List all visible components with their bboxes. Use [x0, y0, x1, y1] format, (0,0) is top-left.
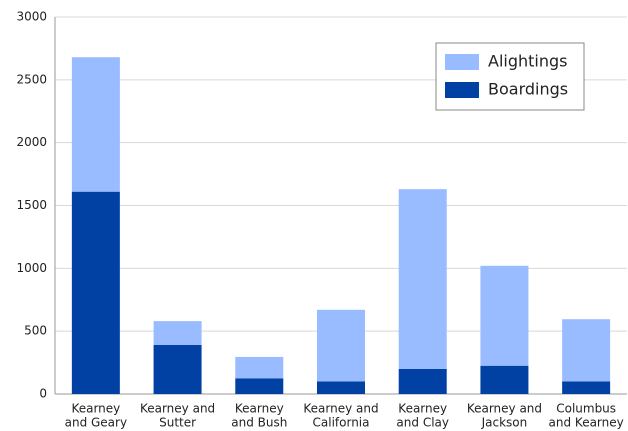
x-tick-label: Kearney and [140, 402, 215, 416]
x-tick-label: Sutter [159, 416, 196, 430]
x-tick-label: Kearney and [303, 402, 378, 416]
bar-segment [235, 378, 284, 394]
bar-segment [153, 321, 202, 345]
y-tick-label: 2000 [16, 135, 47, 149]
x-tick-label: Kearney [398, 402, 447, 416]
x-tick-label: Kearney [71, 402, 120, 416]
x-tick-label: Kearney [235, 402, 284, 416]
x-tick-label: and Kearney [549, 416, 624, 430]
x-tick-label: and Geary [65, 416, 127, 430]
bar-segment [317, 309, 365, 382]
bar-segment [398, 368, 447, 394]
bar-segment [562, 381, 611, 394]
x-tick-label: California [313, 416, 370, 430]
y-tick-label: 0 [39, 387, 47, 401]
bar-segment [398, 189, 447, 369]
x-tick-label: Kearney and [467, 402, 542, 416]
y-tick-label: 1500 [16, 198, 47, 212]
x-tick-label: Columbus [556, 402, 616, 416]
bar-segment [480, 265, 529, 366]
legend-swatch [445, 82, 479, 98]
bar-segment [71, 191, 120, 394]
x-tick-label: Jackson [481, 416, 528, 430]
legend-label: Boardings [488, 80, 568, 99]
bar-segment [71, 57, 120, 192]
bar-segment [562, 319, 611, 382]
x-tick-label: and Bush [231, 416, 287, 430]
bar-segment [235, 356, 284, 379]
y-tick-label: 3000 [16, 10, 47, 24]
y-tick-label: 1000 [16, 261, 47, 275]
y-tick-label: 2500 [16, 72, 47, 86]
bar-segment [480, 365, 529, 394]
x-tick-label: and Clay [396, 416, 449, 430]
bar-segment [153, 344, 202, 394]
legend-swatch [445, 54, 479, 70]
y-tick-label: 500 [24, 324, 47, 338]
legend-label: Alightings [488, 52, 567, 71]
bar-segment [317, 381, 365, 394]
